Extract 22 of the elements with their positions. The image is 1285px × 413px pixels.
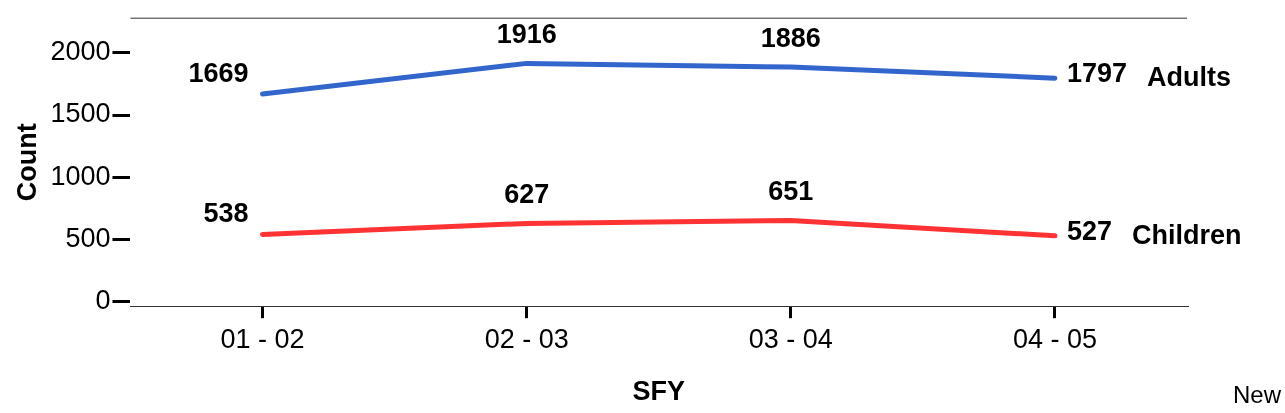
x-tick-label: 04 - 05 (1012, 323, 1097, 354)
y-tick-label: 2000 (50, 36, 111, 67)
y-axis-title: Count (11, 123, 42, 202)
data-label: 1669 (188, 58, 249, 89)
y-tick-label: 500 (65, 222, 111, 253)
text: Children (1131, 219, 1242, 250)
y-tick-label: 1500 (50, 98, 111, 129)
text: New (1233, 381, 1282, 408)
y-tick-label: 0 (95, 284, 111, 315)
text: Adults (1147, 62, 1231, 93)
data-label: 651 (768, 176, 814, 207)
y-tick-label: 1000 (50, 160, 111, 191)
data-label: 538 (203, 198, 249, 229)
x-tick-label: 03 - 04 (748, 323, 833, 354)
data-label: 1886 (760, 23, 821, 54)
x-tick-label: 01 - 02 (220, 323, 305, 354)
data-label: 627 (504, 179, 550, 210)
x-axis-title: SFY (632, 376, 685, 407)
data-label: 1797 (1066, 58, 1128, 89)
data-label: 527 (1066, 215, 1112, 246)
data-label: 1916 (496, 19, 557, 50)
x-tick-label: 02 - 03 (484, 323, 569, 354)
